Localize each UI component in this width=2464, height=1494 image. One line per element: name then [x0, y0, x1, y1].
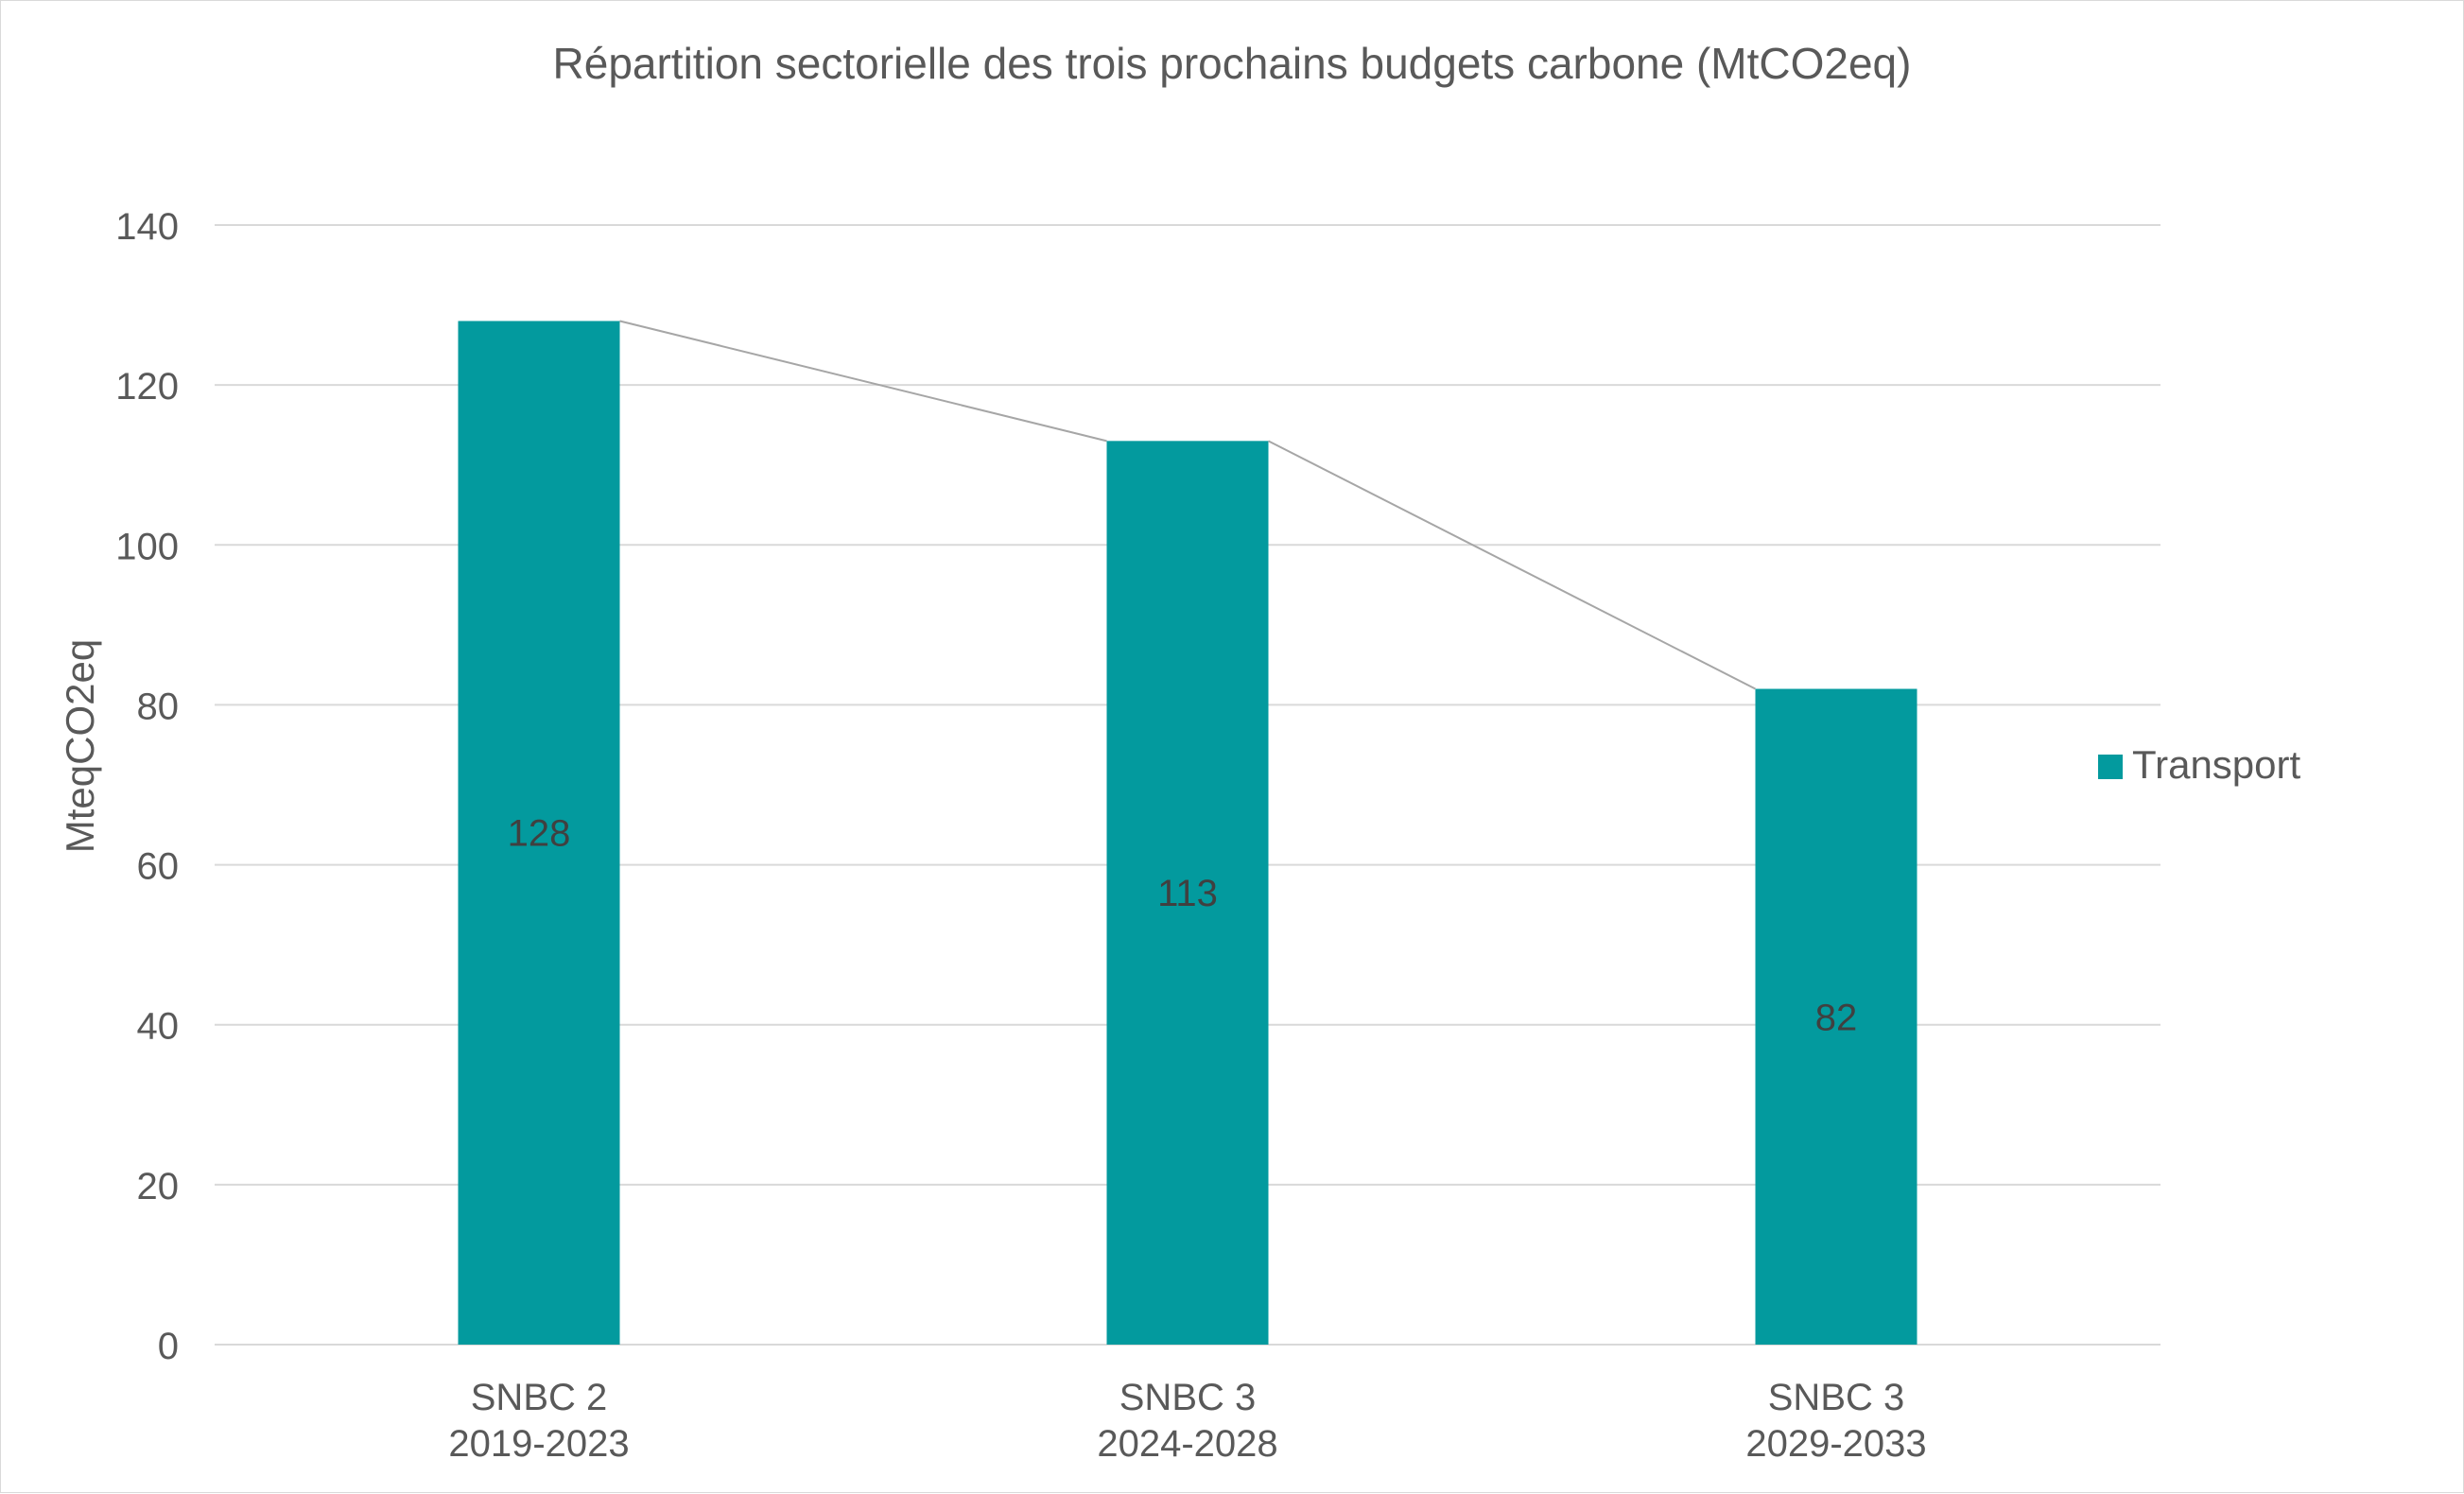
- legend-swatch-transport: [2098, 755, 2123, 779]
- y-tick-label: 40: [137, 1006, 180, 1048]
- y-tick-label: 140: [115, 206, 179, 248]
- x-tick-label: 2019-2023: [448, 1423, 629, 1465]
- x-axis-ticks: SNBC 2 2019-2023 SNBC 3 2024-2028 SNBC 3 2029…: [448, 1377, 1926, 1465]
- y-tick-label: 100: [115, 526, 179, 567]
- data-label: 128: [508, 813, 571, 855]
- bar: [458, 321, 620, 1345]
- trend-line-segment: [619, 320, 1107, 443]
- data-label: 82: [1815, 997, 1858, 1038]
- legend: Transport: [2098, 742, 2301, 787]
- x-tick-label: SNBC 3: [1119, 1377, 1257, 1418]
- x-tick-label: SNBC 3: [1768, 1377, 1905, 1418]
- data-labels: 128 113 82: [508, 813, 1858, 1039]
- bar: [1106, 441, 1269, 1345]
- trend-line: [619, 320, 1756, 690]
- y-axis-label: MteqCO2eq: [58, 639, 102, 853]
- chart-title: Répartition sectorielle des trois procha…: [553, 39, 1912, 88]
- y-tick-label: 120: [115, 366, 179, 408]
- y-tick-label: 20: [137, 1166, 180, 1207]
- y-tick-label: 80: [137, 686, 180, 727]
- y-axis-ticks: 0 20 40 60 80 100 120 140: [115, 206, 179, 1367]
- bars: [458, 321, 1917, 1345]
- x-tick-label: 2029-2033: [1745, 1423, 1926, 1465]
- x-tick-label: SNBC 2: [471, 1377, 608, 1418]
- bar: [1755, 688, 1917, 1345]
- trend-line-segment: [1268, 440, 1756, 690]
- data-label: 113: [1157, 873, 1218, 914]
- legend-label-transport: Transport: [2132, 742, 2301, 787]
- x-tick-label: 2024-2028: [1097, 1423, 1277, 1465]
- y-tick-label: 0: [158, 1326, 179, 1367]
- y-tick-label: 60: [137, 846, 180, 888]
